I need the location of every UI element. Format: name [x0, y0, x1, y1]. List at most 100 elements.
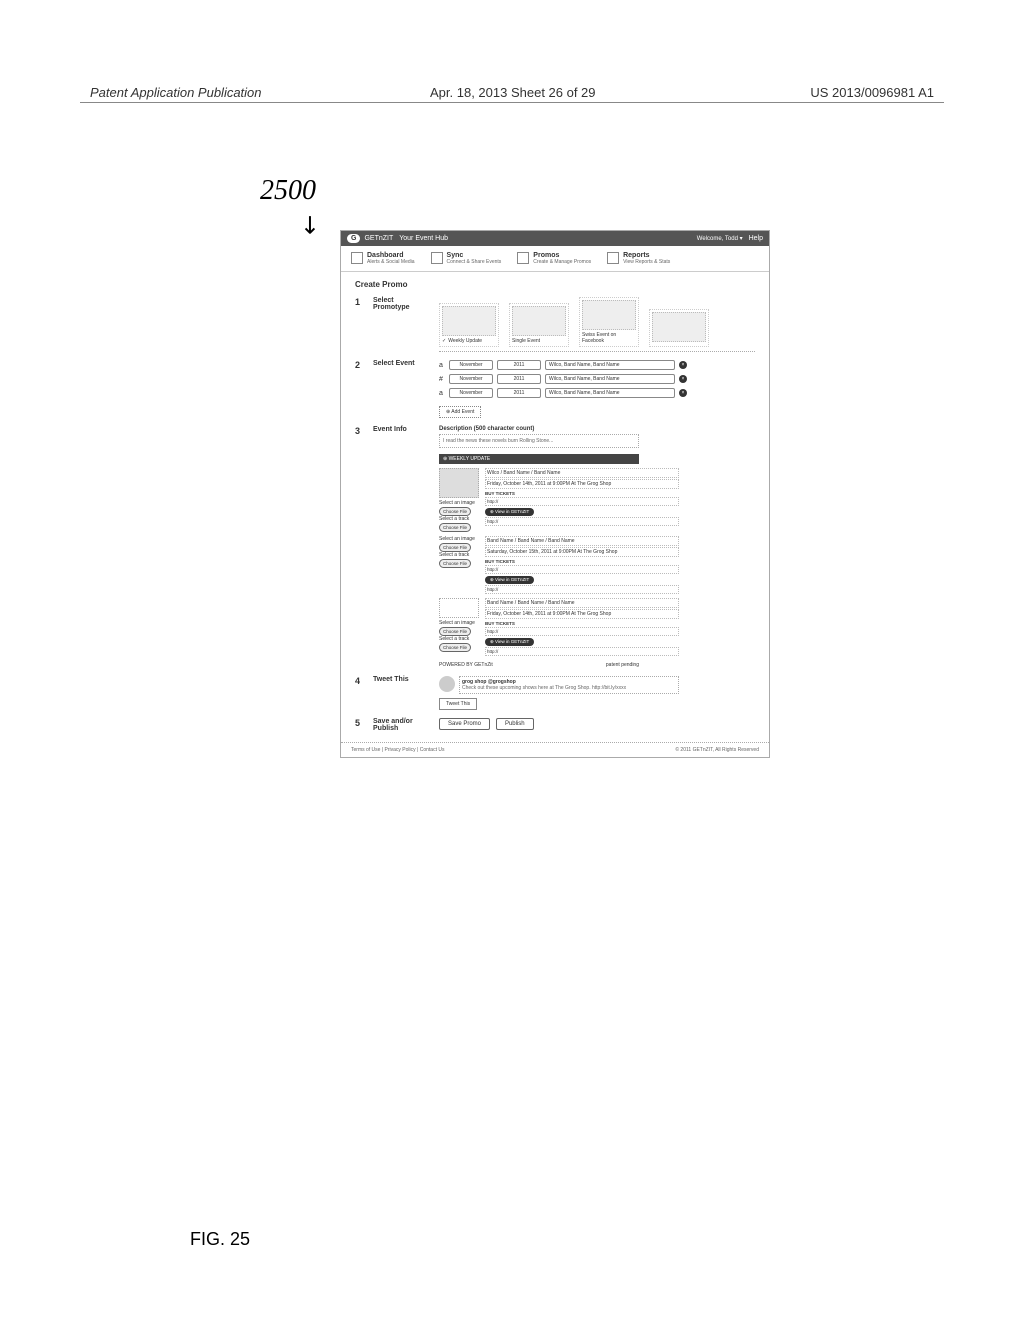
event-idx: a	[439, 390, 445, 397]
select-image-label: Select an image	[439, 500, 479, 506]
select-image-label: Select an image	[439, 620, 479, 626]
description-input[interactable]: I read the news these novels burn Rollin…	[439, 434, 639, 448]
select-track-label: Select a track	[439, 636, 479, 642]
month-select[interactable]: November	[449, 388, 493, 398]
step-num: 4	[355, 676, 365, 710]
section-title: Create Promo	[341, 272, 769, 293]
figure-annotation: 2500	[260, 175, 316, 207]
step-num: 2	[355, 360, 365, 418]
remove-event-icon[interactable]: ×	[679, 389, 687, 397]
promotype-blank[interactable]	[649, 309, 709, 347]
dashboard-icon	[351, 252, 363, 264]
card-image	[439, 468, 479, 498]
add-event-button[interactable]: ⊕ Add Event	[439, 406, 481, 418]
choose-file-button[interactable]: Choose File	[439, 523, 471, 532]
band-select[interactable]: Wilco, Band Name, Band Name	[545, 388, 675, 398]
select-track-label: Select a track	[439, 516, 479, 522]
choose-file-button[interactable]: Choose File	[439, 627, 471, 636]
nav-promos[interactable]: PromosCreate & Manage Promos	[517, 252, 591, 265]
nav-sync[interactable]: SyncConnect & Share Events	[431, 252, 502, 265]
select-image-label: Select an image	[439, 536, 479, 542]
step-label: Select Promotype	[373, 297, 431, 352]
publish-button[interactable]: Publish	[496, 718, 534, 730]
nav-sub: Connect & Share Events	[447, 260, 502, 266]
event-card: Select an image Choose File Select a tra…	[439, 598, 679, 656]
tweet-this-button[interactable]: Tweet This	[439, 698, 477, 710]
view-getnzit-button[interactable]: ⊕ View in GETnZIT	[485, 638, 534, 646]
annotation-arrow: ↘	[293, 207, 328, 242]
logo-icon: G	[347, 234, 360, 243]
nav-row: DashboardAlerts & Social Media SyncConne…	[341, 246, 769, 272]
event-row: a November 2011 Wilco, Band Name, Band N…	[439, 360, 755, 370]
choose-file-button[interactable]: Choose File	[439, 643, 471, 652]
avatar-icon	[439, 676, 455, 692]
remove-event-icon[interactable]: ×	[679, 361, 687, 369]
footer-links[interactable]: Terms of Use | Privacy Policy | Contact …	[351, 747, 444, 753]
promos-icon	[517, 252, 529, 264]
tweet-box: grog shop @grogshop Check out these upco…	[459, 676, 679, 694]
choose-file-button[interactable]: Choose File	[439, 507, 471, 516]
patent-pending-label: patent pending	[606, 662, 639, 668]
ticket-url-input[interactable]: http://	[485, 497, 679, 506]
sync-icon	[431, 252, 443, 264]
nav-sub: Alerts & Social Media	[367, 260, 415, 266]
help-link[interactable]: Help	[749, 235, 763, 242]
brand-name: GETnZIT	[364, 235, 393, 242]
step-num: 3	[355, 426, 365, 668]
url-input[interactable]: http://	[485, 647, 679, 656]
tweet-text-input[interactable]: Check out these upcoming shows here at T…	[462, 685, 676, 691]
nav-dashboard[interactable]: DashboardAlerts & Social Media	[351, 252, 415, 265]
band-names: Band Name / Band Name / Band Name	[485, 536, 679, 546]
buy-tickets-label: BUY TICKETS	[485, 491, 679, 496]
buy-tickets-label: BUY TICKETS	[485, 621, 679, 626]
choose-file-button[interactable]: Choose File	[439, 559, 471, 568]
event-datetime: Friday, October 14th, 2011 at 9:00PM At …	[485, 479, 679, 489]
event-row: # November 2011 Wilco, Band Name, Band N…	[439, 374, 755, 384]
event-card: Select an image Choose File Select a tra…	[439, 536, 679, 594]
band-names: Band Name / Band Name / Band Name	[485, 598, 679, 608]
step-2: 2 Select Event a November 2011 Wilco, Ba…	[341, 356, 769, 422]
promotype-label: Swiss Event on Facebook	[582, 332, 636, 344]
nav-sub: Create & Manage Promos	[533, 260, 591, 266]
url-input[interactable]: http://	[485, 585, 679, 594]
step-label: Tweet This	[373, 676, 431, 710]
footer-copyright: © 2011 GETnZIT, All Rights Reserved	[675, 747, 759, 753]
ticket-url-input[interactable]: http://	[485, 565, 679, 574]
hub-label: Your Event Hub	[399, 235, 448, 242]
preview-banner: ⊕ WEEKLY UPDATE	[439, 454, 639, 464]
app-footer: Terms of Use | Privacy Policy | Contact …	[341, 742, 769, 757]
nav-reports[interactable]: ReportsView Reports & Stats	[607, 252, 670, 265]
promotype-single[interactable]: Single Event	[509, 303, 569, 347]
year-select[interactable]: 2011	[497, 388, 541, 398]
event-idx: a	[439, 362, 445, 369]
event-card: Select an image Choose File Select a tra…	[439, 468, 679, 532]
remove-event-icon[interactable]: ×	[679, 375, 687, 383]
ticket-url-input[interactable]: http://	[485, 627, 679, 636]
month-select[interactable]: November	[449, 374, 493, 384]
band-select[interactable]: Wilco, Band Name, Band Name	[545, 374, 675, 384]
select-track-label: Select a track	[439, 552, 479, 558]
month-select[interactable]: November	[449, 360, 493, 370]
step-num: 1	[355, 297, 365, 352]
patent-header-mid: Apr. 18, 2013 Sheet 26 of 29	[430, 85, 596, 100]
event-row: a November 2011 Wilco, Band Name, Band N…	[439, 388, 755, 398]
buy-tickets-label: BUY TICKETS	[485, 559, 679, 564]
view-getnzit-button[interactable]: ⊕ View in GETnZIT	[485, 576, 534, 584]
app-window: G GETnZIT Your Event Hub Welcome, Todd ▾…	[340, 230, 770, 758]
year-select[interactable]: 2011	[497, 374, 541, 384]
band-select[interactable]: Wilco, Band Name, Band Name	[545, 360, 675, 370]
promotype-weekly[interactable]: ✓Weekly Update	[439, 303, 499, 347]
save-promo-button[interactable]: Save Promo	[439, 718, 490, 730]
url-input[interactable]: http://	[485, 517, 679, 526]
promotype-fb[interactable]: Swiss Event on Facebook	[579, 297, 639, 347]
event-datetime: Friday, October 14th, 2011 at 9:00PM At …	[485, 609, 679, 619]
step-label: Save and/or Publish	[373, 718, 431, 732]
promotype-label: Single Event	[512, 338, 540, 344]
year-select[interactable]: 2011	[497, 360, 541, 370]
choose-file-button[interactable]: Choose File	[439, 543, 471, 552]
view-getnzit-button[interactable]: ⊕ View in GETnZIT	[485, 508, 534, 516]
nav-sub: View Reports & Stats	[623, 260, 670, 266]
welcome-user[interactable]: Welcome, Todd ▾	[697, 235, 743, 242]
promotype-row: ✓Weekly Update Single Event Swiss Event …	[439, 297, 755, 352]
reports-icon	[607, 252, 619, 264]
